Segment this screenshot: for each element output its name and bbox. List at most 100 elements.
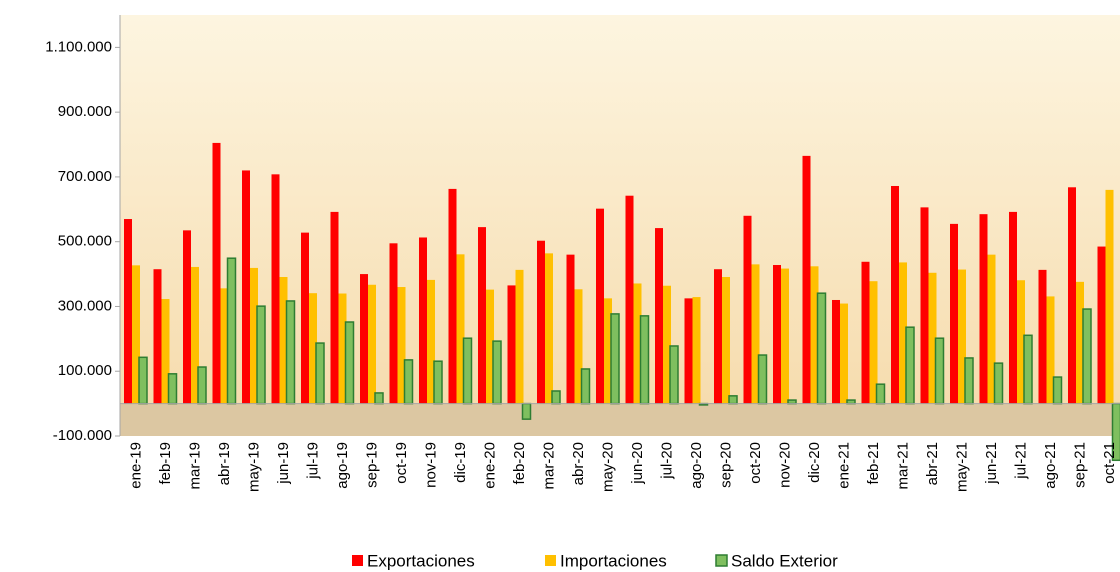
x-tick-label: abr-20 (570, 442, 587, 485)
x-tick-label: mar-20 (541, 442, 558, 490)
x-tick-label: oct-20 (747, 442, 764, 484)
bar (684, 298, 693, 404)
bar (309, 293, 317, 404)
bar (728, 395, 738, 405)
bar (861, 261, 870, 404)
x-tick-label: jun-20 (629, 442, 646, 485)
x-tick-label: feb-19 (157, 442, 174, 485)
bar (832, 299, 840, 404)
bar (655, 228, 663, 404)
bar (891, 185, 899, 404)
bar (368, 284, 376, 404)
x-tick-label: ene-19 (128, 442, 145, 489)
bar (905, 326, 915, 405)
legend-swatch (715, 554, 728, 567)
bar (743, 215, 752, 404)
bar (840, 303, 848, 404)
bar (537, 240, 545, 404)
bar (551, 390, 561, 405)
plot-background (120, 15, 1120, 404)
bar (250, 267, 258, 404)
bar (964, 357, 974, 405)
bar (271, 174, 280, 404)
bar (899, 262, 907, 404)
legend-swatch (352, 555, 363, 566)
bar (1082, 308, 1092, 405)
bar (625, 195, 634, 404)
bar (669, 345, 679, 405)
bar (486, 289, 494, 404)
bar (226, 257, 237, 405)
x-tick-label: may-21 (954, 442, 971, 492)
bar (663, 285, 671, 404)
bar (714, 269, 722, 404)
bar (389, 243, 398, 404)
bar (633, 283, 642, 404)
bar (639, 315, 650, 405)
bar (197, 366, 207, 405)
y-tick-label: 900.000 (58, 103, 112, 120)
x-tick-label: sep-21 (1072, 442, 1089, 488)
bar (515, 269, 524, 404)
x-tick-label: jul-19 (305, 442, 322, 480)
x-tick-label: abr-19 (216, 442, 233, 485)
bar (1076, 281, 1084, 404)
x-tick-label: nov-20 (777, 442, 794, 488)
bar (492, 340, 502, 405)
legend-label: Importaciones (560, 551, 667, 570)
bar (456, 254, 465, 404)
bar (330, 211, 339, 404)
x-tick-label: ago-20 (688, 442, 705, 489)
bar (993, 362, 1004, 405)
bar (802, 155, 811, 404)
bar (787, 399, 797, 405)
bar (1009, 211, 1017, 404)
x-tick-label: mar-19 (187, 442, 204, 490)
legend-label: Saldo Exterior (731, 551, 838, 570)
x-tick-label: ene-21 (836, 442, 853, 489)
bar (722, 276, 730, 404)
x-tick-label: ago-19 (334, 442, 351, 489)
x-tick-label: feb-21 (865, 442, 882, 485)
x-tick-label: jul-20 (659, 442, 676, 480)
bar (521, 402, 532, 420)
bar (256, 305, 266, 405)
plot-background-negative (120, 403, 1120, 436)
bar (462, 337, 473, 405)
bar (1017, 280, 1025, 404)
bar (757, 354, 768, 405)
y-tick-label: 100.000 (58, 362, 112, 379)
legend-swatch (545, 555, 556, 566)
bar (220, 288, 229, 404)
bar (191, 266, 199, 404)
bar (1105, 189, 1114, 404)
bar (1052, 376, 1063, 405)
x-tick-label: ago-21 (1042, 442, 1059, 489)
bar (478, 227, 486, 404)
bar (950, 223, 958, 404)
bar (132, 265, 140, 404)
bar (934, 337, 945, 405)
bar (279, 276, 288, 404)
bar (427, 279, 435, 404)
x-tick-label: sep-20 (718, 442, 735, 488)
bar (1068, 187, 1076, 404)
bar (1038, 269, 1047, 404)
bar (545, 253, 553, 404)
bar (920, 207, 929, 404)
bar (403, 359, 414, 405)
bar (212, 142, 221, 404)
bar (374, 392, 384, 405)
y-tick-label: 700.000 (58, 168, 112, 185)
bar (928, 272, 937, 404)
bar (958, 269, 966, 404)
legend-label: Exportaciones (367, 551, 475, 570)
y-tick-label: 1.100.000 (45, 38, 112, 55)
bar (301, 232, 309, 404)
x-tick-label: jun-19 (275, 442, 292, 485)
bar (773, 265, 781, 404)
bar (692, 297, 701, 404)
bar (566, 254, 575, 404)
bar (507, 285, 516, 404)
